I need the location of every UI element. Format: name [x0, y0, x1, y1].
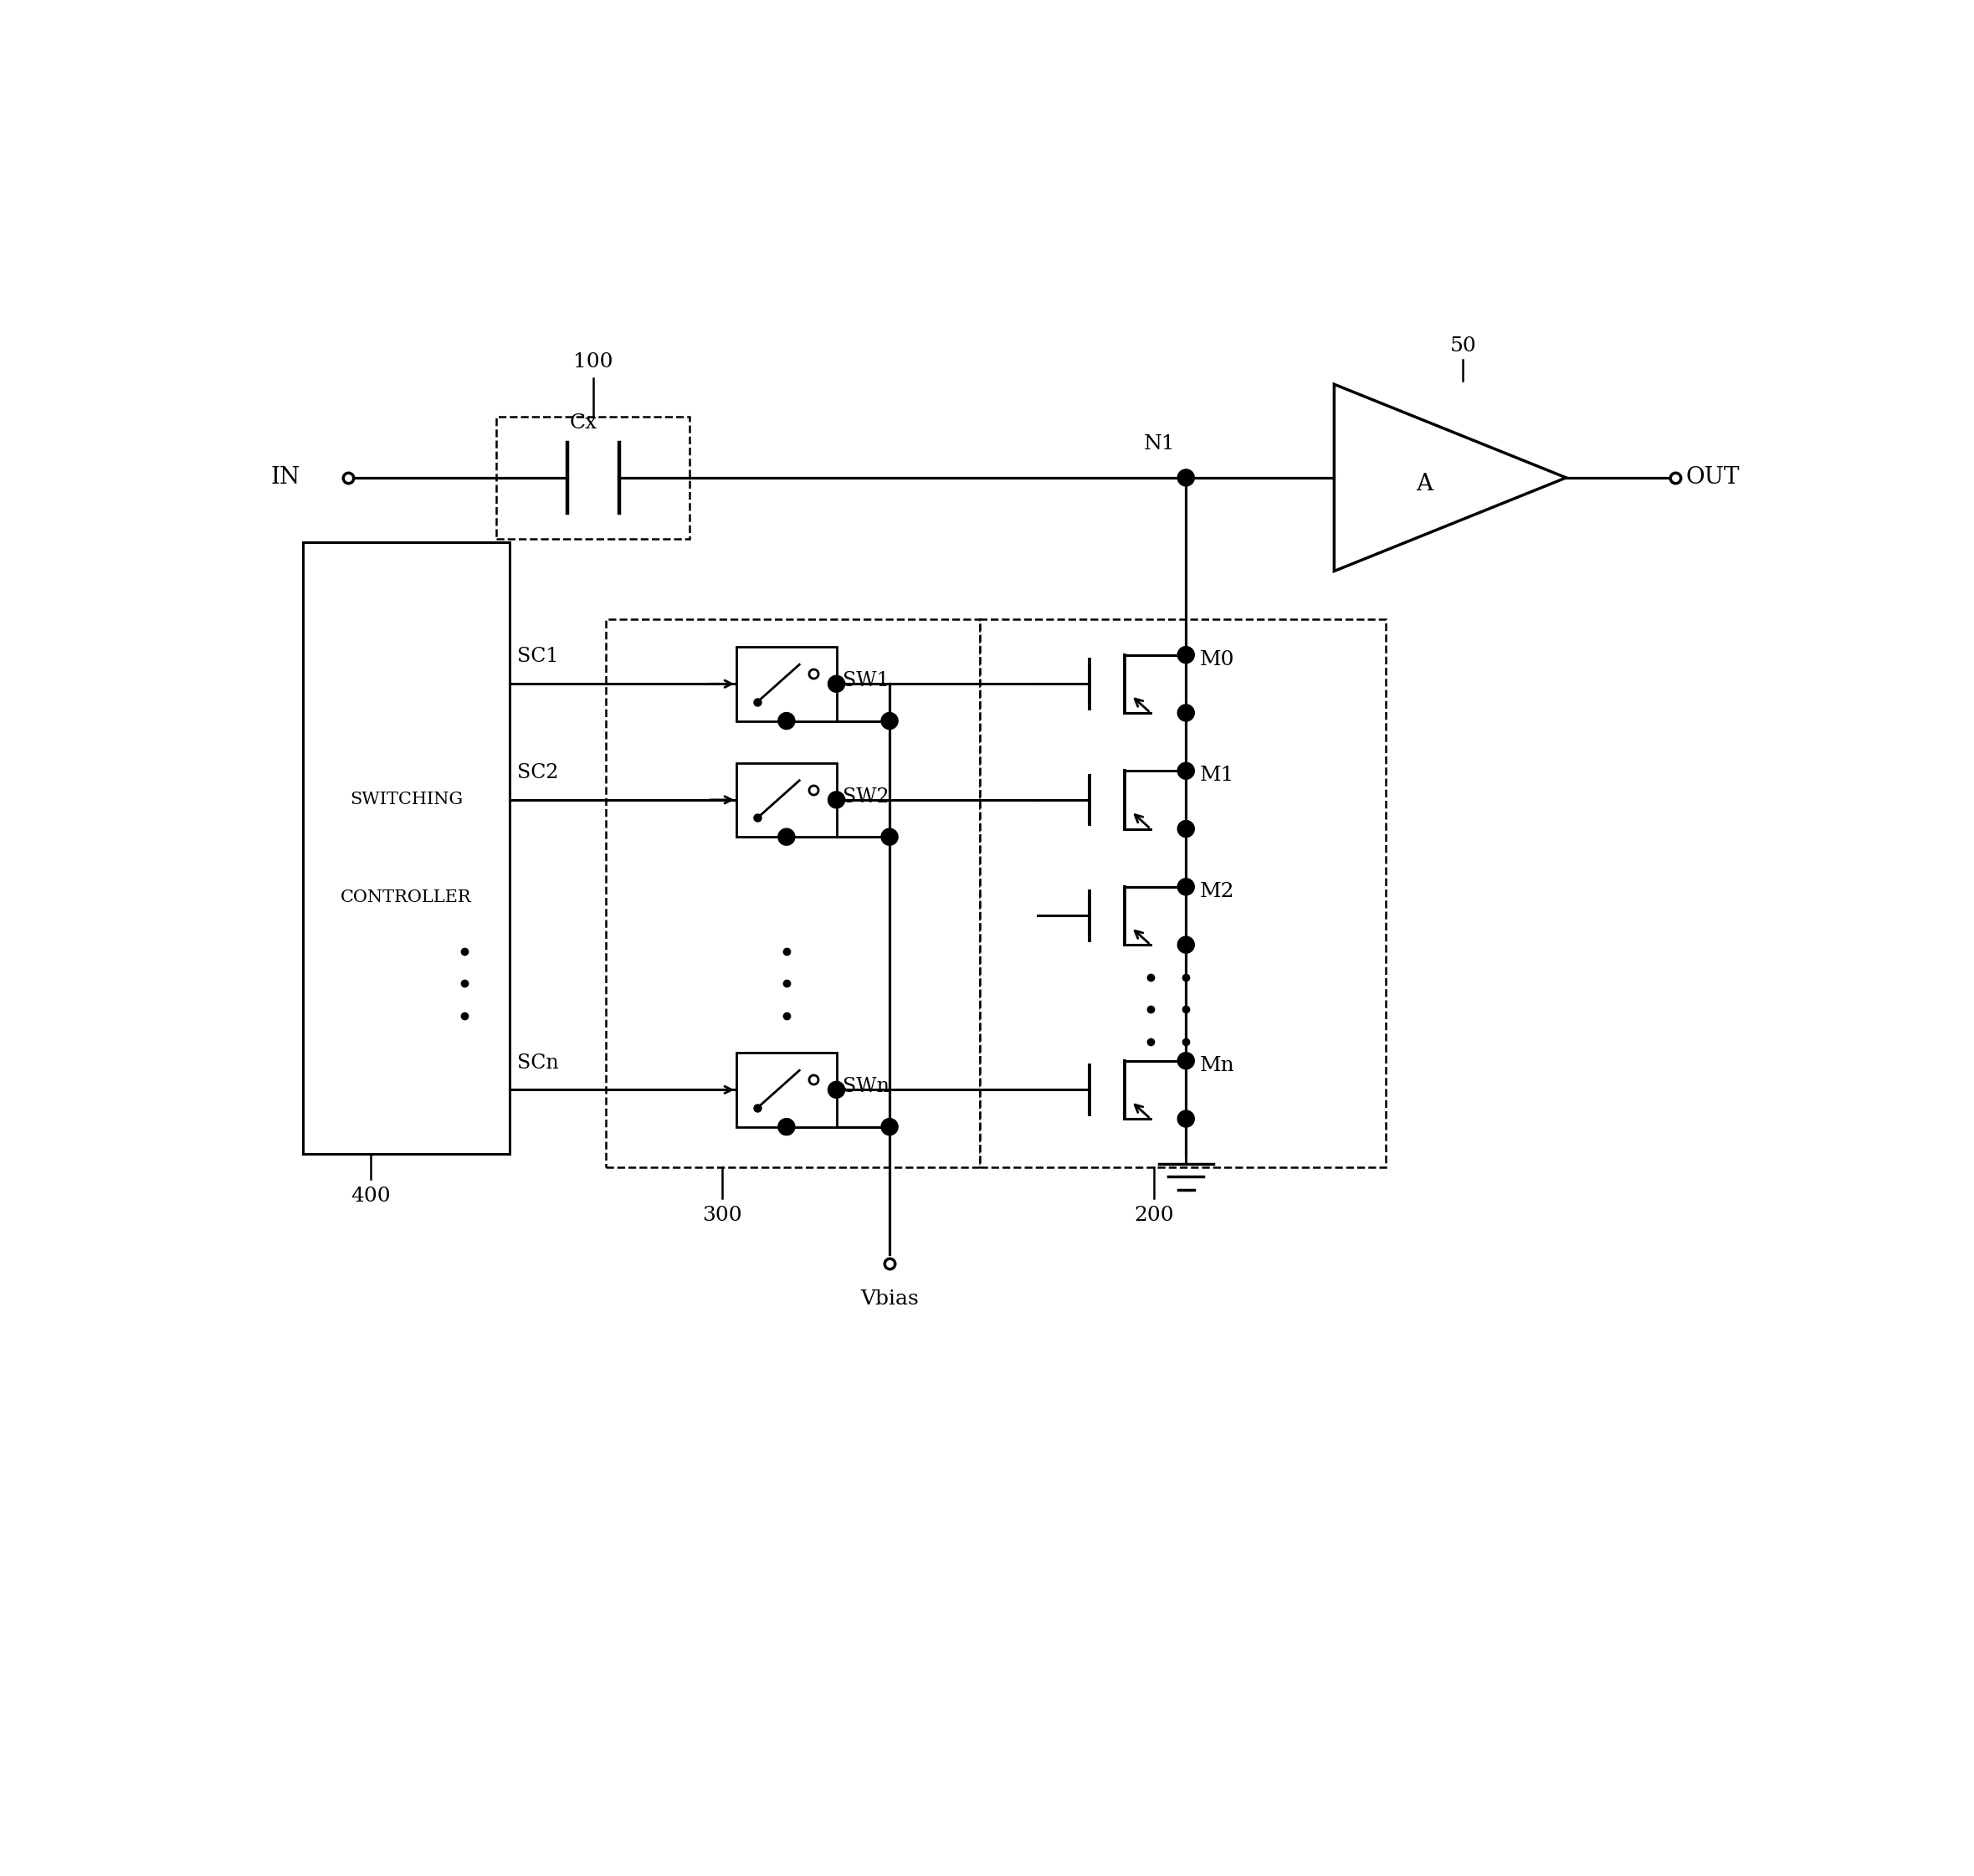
- Circle shape: [880, 713, 898, 730]
- Text: M1: M1: [1200, 765, 1236, 784]
- Text: 50: 50: [1449, 336, 1477, 355]
- Circle shape: [827, 792, 845, 809]
- Circle shape: [1178, 820, 1194, 837]
- Text: Vbias: Vbias: [861, 1289, 918, 1309]
- Text: IN: IN: [270, 467, 300, 490]
- Circle shape: [1178, 1111, 1194, 1127]
- Circle shape: [778, 829, 796, 846]
- Bar: [304, 542, 509, 1154]
- Bar: [606, 619, 979, 1167]
- Circle shape: [1178, 647, 1194, 664]
- Text: N1: N1: [1145, 435, 1177, 454]
- Circle shape: [1178, 1052, 1194, 1069]
- Text: CONTROLLER: CONTROLLER: [342, 889, 472, 904]
- Circle shape: [827, 675, 845, 692]
- Text: M0: M0: [1200, 649, 1236, 670]
- Text: SC2: SC2: [517, 764, 559, 782]
- Bar: [736, 1052, 837, 1127]
- Text: SW2: SW2: [843, 788, 890, 807]
- Circle shape: [880, 829, 898, 846]
- Text: SW1: SW1: [843, 672, 890, 690]
- Circle shape: [1178, 878, 1194, 895]
- Circle shape: [1178, 705, 1194, 720]
- Text: M2: M2: [1200, 882, 1236, 900]
- Text: Cx: Cx: [570, 413, 598, 433]
- Circle shape: [1178, 762, 1194, 779]
- Text: Mn: Mn: [1200, 1056, 1236, 1075]
- Bar: [736, 647, 837, 720]
- Text: SCn: SCn: [517, 1052, 559, 1073]
- Circle shape: [778, 1118, 796, 1135]
- Circle shape: [827, 1081, 845, 1097]
- Text: OUT: OUT: [1686, 467, 1739, 490]
- Bar: [736, 764, 837, 837]
- Text: SWITCHING: SWITCHING: [349, 792, 462, 807]
- Text: SC1: SC1: [517, 647, 559, 666]
- Bar: [497, 416, 689, 538]
- Text: SWn: SWn: [843, 1077, 890, 1096]
- Circle shape: [1178, 936, 1194, 953]
- Circle shape: [880, 1118, 898, 1135]
- Circle shape: [1178, 469, 1194, 486]
- Circle shape: [778, 713, 796, 730]
- Text: 300: 300: [703, 1206, 742, 1225]
- Bar: [979, 619, 1386, 1167]
- Text: 200: 200: [1133, 1206, 1175, 1225]
- Text: A: A: [1415, 473, 1433, 495]
- Text: 100: 100: [572, 353, 614, 371]
- Text: 400: 400: [351, 1186, 391, 1206]
